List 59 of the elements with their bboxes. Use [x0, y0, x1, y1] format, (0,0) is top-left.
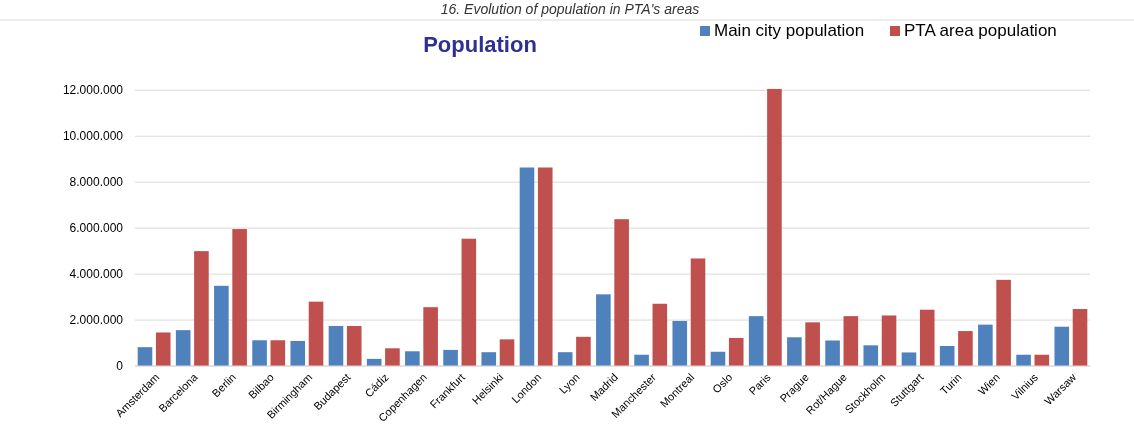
bar	[825, 340, 840, 366]
bar	[576, 336, 591, 366]
bar	[557, 352, 573, 366]
bar	[919, 309, 935, 366]
bar	[787, 337, 802, 366]
bar	[290, 340, 306, 366]
legend-label: Main city population	[714, 21, 865, 40]
bar	[1072, 309, 1088, 366]
bar	[652, 303, 668, 366]
bar	[232, 229, 247, 366]
bar	[537, 167, 553, 366]
text: 16. Evolution of population in PTA's areas	[440, 1, 700, 17]
y-tick-label: 6.000.000	[69, 221, 124, 236]
bar	[385, 348, 400, 366]
bar	[690, 258, 706, 366]
bar	[155, 332, 171, 366]
bar	[863, 345, 879, 366]
bar	[499, 339, 515, 366]
bar	[270, 340, 286, 366]
bar	[596, 294, 611, 366]
bar	[405, 351, 420, 366]
bar	[252, 340, 267, 366]
bar	[843, 316, 859, 366]
bar	[767, 88, 782, 366]
bar	[461, 238, 477, 366]
y-tick-label: 12.000.000	[62, 83, 124, 98]
bar	[805, 322, 820, 366]
bar	[978, 324, 993, 366]
bar	[443, 349, 458, 366]
bar	[328, 326, 344, 366]
bar	[881, 315, 897, 366]
bar	[996, 279, 1011, 366]
bar	[614, 219, 629, 366]
bar	[175, 330, 191, 366]
y-tick-label: 8.000.000	[69, 175, 124, 190]
bar	[346, 326, 362, 366]
bar	[519, 167, 535, 366]
bar	[672, 320, 688, 366]
bar	[1016, 354, 1031, 366]
bar	[137, 347, 153, 366]
bar	[194, 251, 209, 366]
y-tick-label: 10.000.000	[62, 129, 124, 144]
bar	[728, 337, 744, 366]
bar	[748, 316, 764, 366]
bar	[423, 307, 438, 366]
x-tick-label: Oslo	[710, 370, 735, 396]
bar	[481, 352, 497, 366]
chart-title: Population	[423, 32, 537, 57]
bar	[634, 354, 649, 366]
y-tick-label: 4.000.000	[69, 267, 124, 282]
bar	[1054, 326, 1070, 366]
legend-label: PTA area population	[904, 21, 1057, 40]
bar	[308, 301, 324, 366]
bar	[901, 352, 917, 366]
y-tick-label: 2.000.000	[69, 313, 124, 328]
bar	[939, 346, 955, 366]
bar	[958, 331, 973, 366]
y-tick-label: 0	[116, 359, 124, 374]
bar	[214, 285, 229, 366]
